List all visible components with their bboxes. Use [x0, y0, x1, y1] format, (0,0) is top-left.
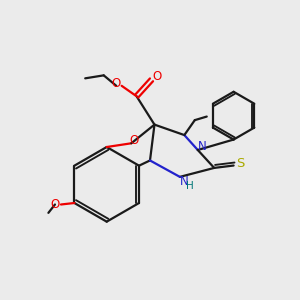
Text: S: S — [236, 157, 244, 169]
Text: O: O — [152, 70, 161, 83]
Text: N: N — [180, 175, 188, 188]
Text: O: O — [112, 77, 121, 90]
Text: O: O — [129, 134, 138, 147]
Text: N: N — [198, 140, 206, 153]
Text: H: H — [186, 182, 194, 191]
Text: O: O — [50, 198, 60, 211]
